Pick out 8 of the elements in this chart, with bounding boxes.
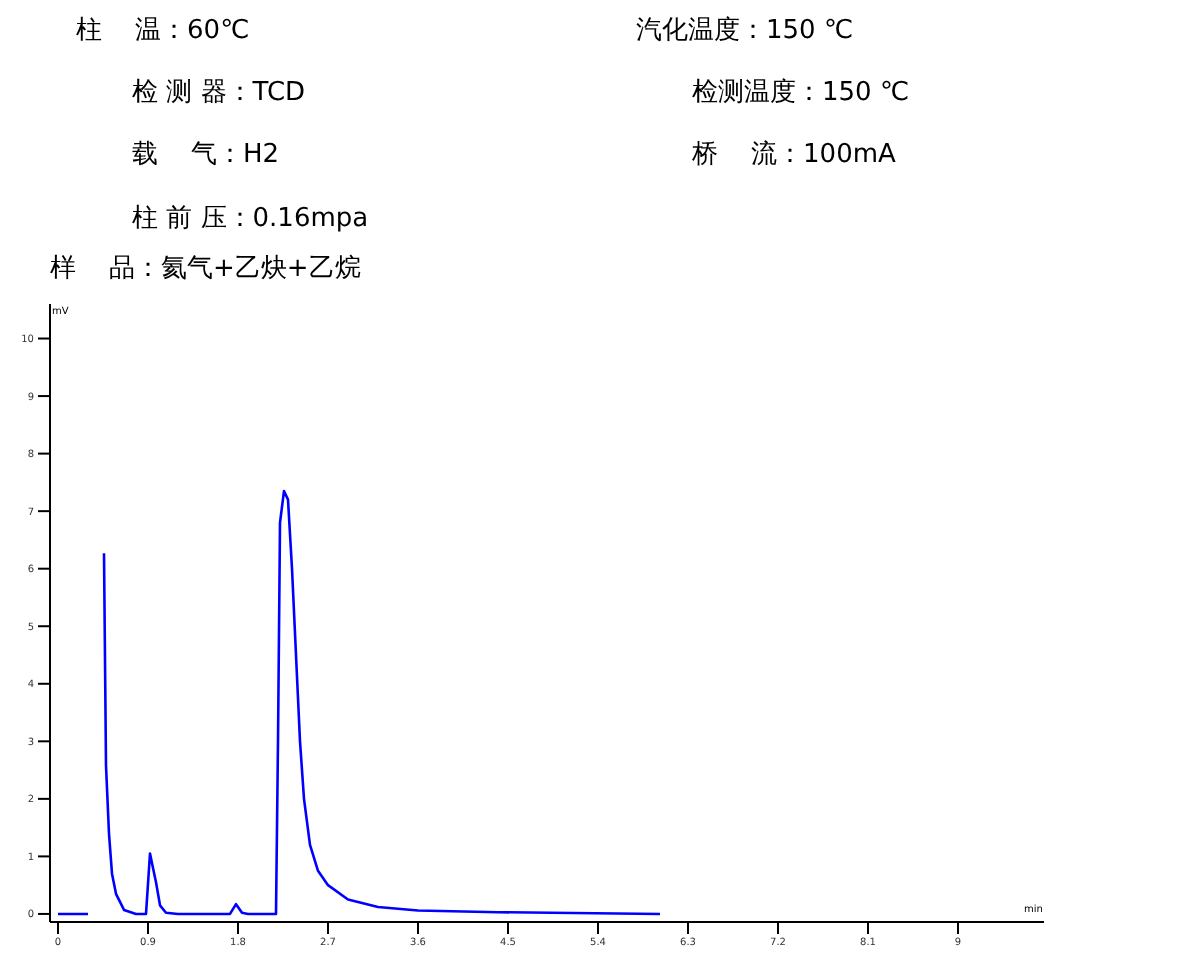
text: 检 测 器：TCD [132, 76, 306, 110]
text: 柱 温：60℃ [76, 14, 250, 48]
text: 汽化温度：150 ℃ [636, 14, 854, 48]
text: 检测温度：150 ℃ [692, 76, 910, 110]
text: 载 气：H2 [132, 138, 280, 172]
text: 柱 前 压：0.16mpa [132, 202, 369, 236]
text: 桥 流：100mA [692, 138, 896, 172]
text: 样 品：氦气+乙炔+乙烷 [50, 252, 361, 286]
